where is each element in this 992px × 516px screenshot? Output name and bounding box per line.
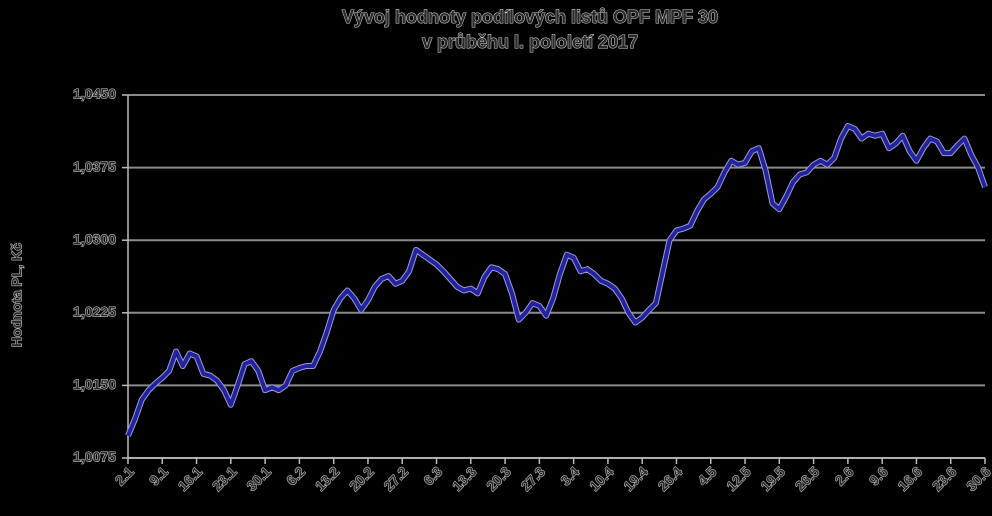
x-tick-label: 6.2 — [283, 463, 308, 488]
x-tick-label: 23.1 — [209, 463, 240, 494]
x-tick-label: 30.6 — [963, 463, 992, 494]
chart-title: v průběhu I. pololetí 2017 — [422, 32, 638, 52]
y-tick-label: 1,0450 — [73, 86, 116, 102]
x-tick-label: 12.5 — [723, 463, 754, 494]
x-tick-label: 13.3 — [449, 463, 480, 494]
x-tick-label: 2.6 — [832, 463, 857, 488]
x-tick-label: 23.6 — [929, 463, 960, 494]
x-tick-label: 19.4 — [620, 463, 651, 494]
x-tick-label: 19.5 — [757, 463, 788, 494]
y-tick-label: 1,0375 — [73, 158, 116, 174]
x-tick-label: 20.3 — [483, 463, 514, 494]
x-tick-label: 3.4 — [557, 463, 582, 488]
x-tick-label: 16.1 — [175, 463, 206, 494]
y-tick-label: 1,0300 — [73, 231, 116, 247]
x-tick-label: 4.5 — [694, 463, 719, 488]
x-tick-label: 30.1 — [243, 463, 274, 494]
x-tick-label: 13.2 — [312, 463, 343, 494]
x-tick-label: 27.3 — [518, 463, 549, 494]
chart-title: Vývoj hodnoty podílových listů OPF MPF 3… — [342, 7, 718, 27]
x-tick-label: 10.4 — [586, 463, 617, 494]
x-tick-label: 9.6 — [866, 463, 891, 488]
x-tick-label: 27.2 — [380, 463, 411, 494]
y-axis-title: Hodnota PL, Kč — [9, 243, 25, 347]
x-tick-label: 9.1 — [146, 463, 171, 488]
x-tick-label: 16.6 — [895, 463, 926, 494]
x-tick-label: 6.3 — [420, 463, 445, 488]
x-tick-label: 20.2 — [346, 463, 377, 494]
x-tick-label: 26.5 — [792, 463, 823, 494]
x-tick-label: 26.4 — [655, 463, 686, 494]
x-tick-label: 2.1 — [112, 463, 137, 488]
y-tick-label: 1,0225 — [73, 304, 116, 320]
y-tick-label: 1,0150 — [73, 376, 116, 392]
data-line — [126, 124, 987, 437]
y-tick-label: 1,0075 — [73, 449, 116, 465]
